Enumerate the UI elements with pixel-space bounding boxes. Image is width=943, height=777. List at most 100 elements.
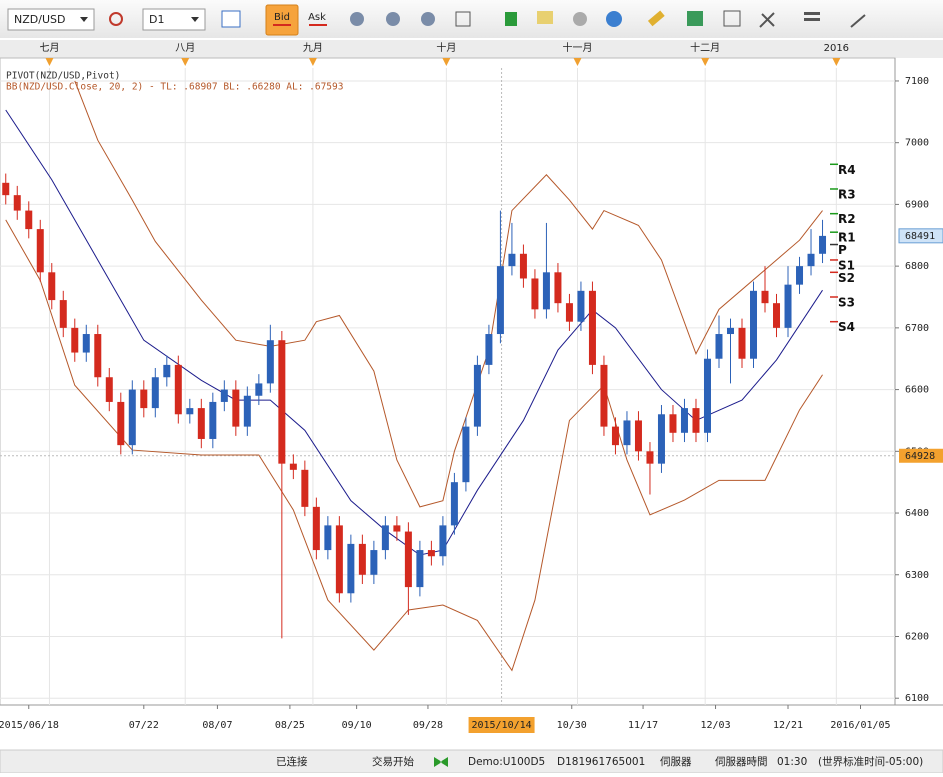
candle-body	[634, 420, 642, 452]
toolbar-icon[interactable]	[455, 11, 471, 27]
candle-body	[450, 482, 458, 526]
candle-body	[186, 408, 194, 415]
candle-body	[370, 550, 378, 575]
candle-body	[266, 340, 274, 384]
candle-body	[335, 525, 343, 594]
status-text: 交易开始	[372, 755, 414, 768]
status-text: 01:30	[777, 756, 807, 768]
candle-body	[680, 408, 688, 433]
toolbar-icon[interactable]	[421, 12, 435, 26]
toolbar-icon[interactable]	[573, 12, 587, 26]
bid-text: Bid	[274, 12, 290, 23]
toolbar-icon[interactable]	[647, 10, 665, 27]
status-text: 伺服器	[660, 755, 692, 768]
toolbar-icon[interactable]	[505, 12, 517, 26]
toolbar-icon[interactable]	[687, 11, 703, 26]
x-tick-label: 07/22	[129, 720, 159, 731]
x-tick-label: 12/21	[773, 720, 803, 731]
candle-body	[347, 543, 355, 594]
month-label: 九月	[303, 42, 323, 54]
y-tick-label: 6400	[905, 508, 929, 519]
month-marker	[442, 58, 451, 66]
candle-body	[232, 389, 240, 427]
candle-body	[427, 550, 435, 557]
band-line	[74, 80, 823, 508]
month-label: 2016	[824, 43, 849, 54]
candle-body	[324, 525, 332, 551]
crosshair-y-box	[899, 448, 943, 463]
dropdown-arrow	[80, 17, 88, 22]
candle-body	[278, 340, 286, 464]
x-tick-label: 10/30	[557, 720, 587, 731]
band-line	[5, 219, 823, 672]
candle-body	[358, 543, 366, 575]
toolbar-icons	[350, 10, 866, 28]
candle-body	[473, 364, 481, 427]
pivot-label: R2	[838, 212, 856, 226]
month-label: 八月	[175, 42, 195, 54]
candle-body	[807, 253, 815, 267]
plot-area	[0, 57, 896, 706]
candle-body	[13, 195, 21, 211]
x-tick-label: 12/03	[700, 720, 730, 731]
month-label: 十一月	[562, 41, 592, 54]
x-tick-label: 08/25	[275, 720, 305, 731]
candle-body	[151, 377, 159, 409]
y-tick-label: 6700	[905, 323, 929, 334]
candle-body	[761, 290, 769, 304]
candle-body	[669, 414, 677, 433]
candle-body	[715, 334, 723, 359]
symbol-text: NZD/USD	[14, 13, 65, 26]
toolbar-icon[interactable]	[386, 12, 400, 26]
pivot-label: S2	[838, 271, 855, 285]
candle-body	[82, 334, 90, 353]
toolbar-icon[interactable]	[537, 11, 553, 24]
candle-body	[462, 426, 470, 483]
x-tick-label: 09/28	[413, 720, 443, 731]
status-text: (世界标准时间-05:00)	[818, 755, 923, 768]
candle-body	[220, 389, 228, 402]
pivot-label: R4	[838, 163, 856, 177]
candle-body	[600, 364, 608, 427]
candle-body	[243, 395, 251, 427]
y-tick-label: 6300	[905, 570, 929, 581]
status-icon	[434, 757, 448, 767]
toolbar-icon[interactable]	[723, 10, 741, 27]
candle-body	[646, 451, 654, 464]
candle-body	[209, 401, 217, 439]
y-tick-label: 7000	[905, 138, 929, 149]
toolbar-icon[interactable]	[804, 12, 820, 15]
toolbar-icon[interactable]	[109, 12, 123, 26]
candle-body	[611, 426, 619, 446]
candle-body	[657, 414, 665, 464]
toolbar-icon[interactable]	[221, 10, 241, 28]
month-marker	[573, 58, 582, 66]
candle-body	[2, 182, 10, 196]
pivot-label: S3	[838, 295, 855, 309]
month-label: 七月	[39, 42, 59, 54]
ask-text[interactable]: Ask	[308, 12, 326, 23]
candle-body	[289, 463, 297, 470]
toolbar-icon[interactable]	[606, 11, 622, 27]
month-marker	[45, 58, 54, 66]
candle-body	[726, 327, 734, 335]
candle-body	[773, 303, 781, 328]
candle-body	[819, 235, 827, 254]
candle-body	[197, 408, 205, 439]
pivot-label: P	[838, 243, 847, 257]
x-tick-label: 11/17	[628, 720, 658, 731]
toolbar-icon[interactable]	[850, 14, 866, 28]
month-marker	[701, 58, 710, 66]
candle-body	[404, 531, 412, 588]
toolbar-icon[interactable]	[804, 18, 820, 21]
candle-body	[531, 278, 539, 310]
timeframe-select[interactable]	[142, 8, 206, 31]
toolbar-icon[interactable]	[350, 12, 364, 26]
candle-body	[48, 272, 56, 301]
toolbar-icon[interactable]	[759, 12, 775, 28]
indicator-legend: BB(NZD/USD.Close, 20, 2) - TL: .68907 BL…	[6, 82, 343, 93]
bid-button[interactable]	[265, 4, 299, 36]
symbol-select[interactable]	[7, 8, 95, 31]
candle-body	[117, 401, 125, 446]
